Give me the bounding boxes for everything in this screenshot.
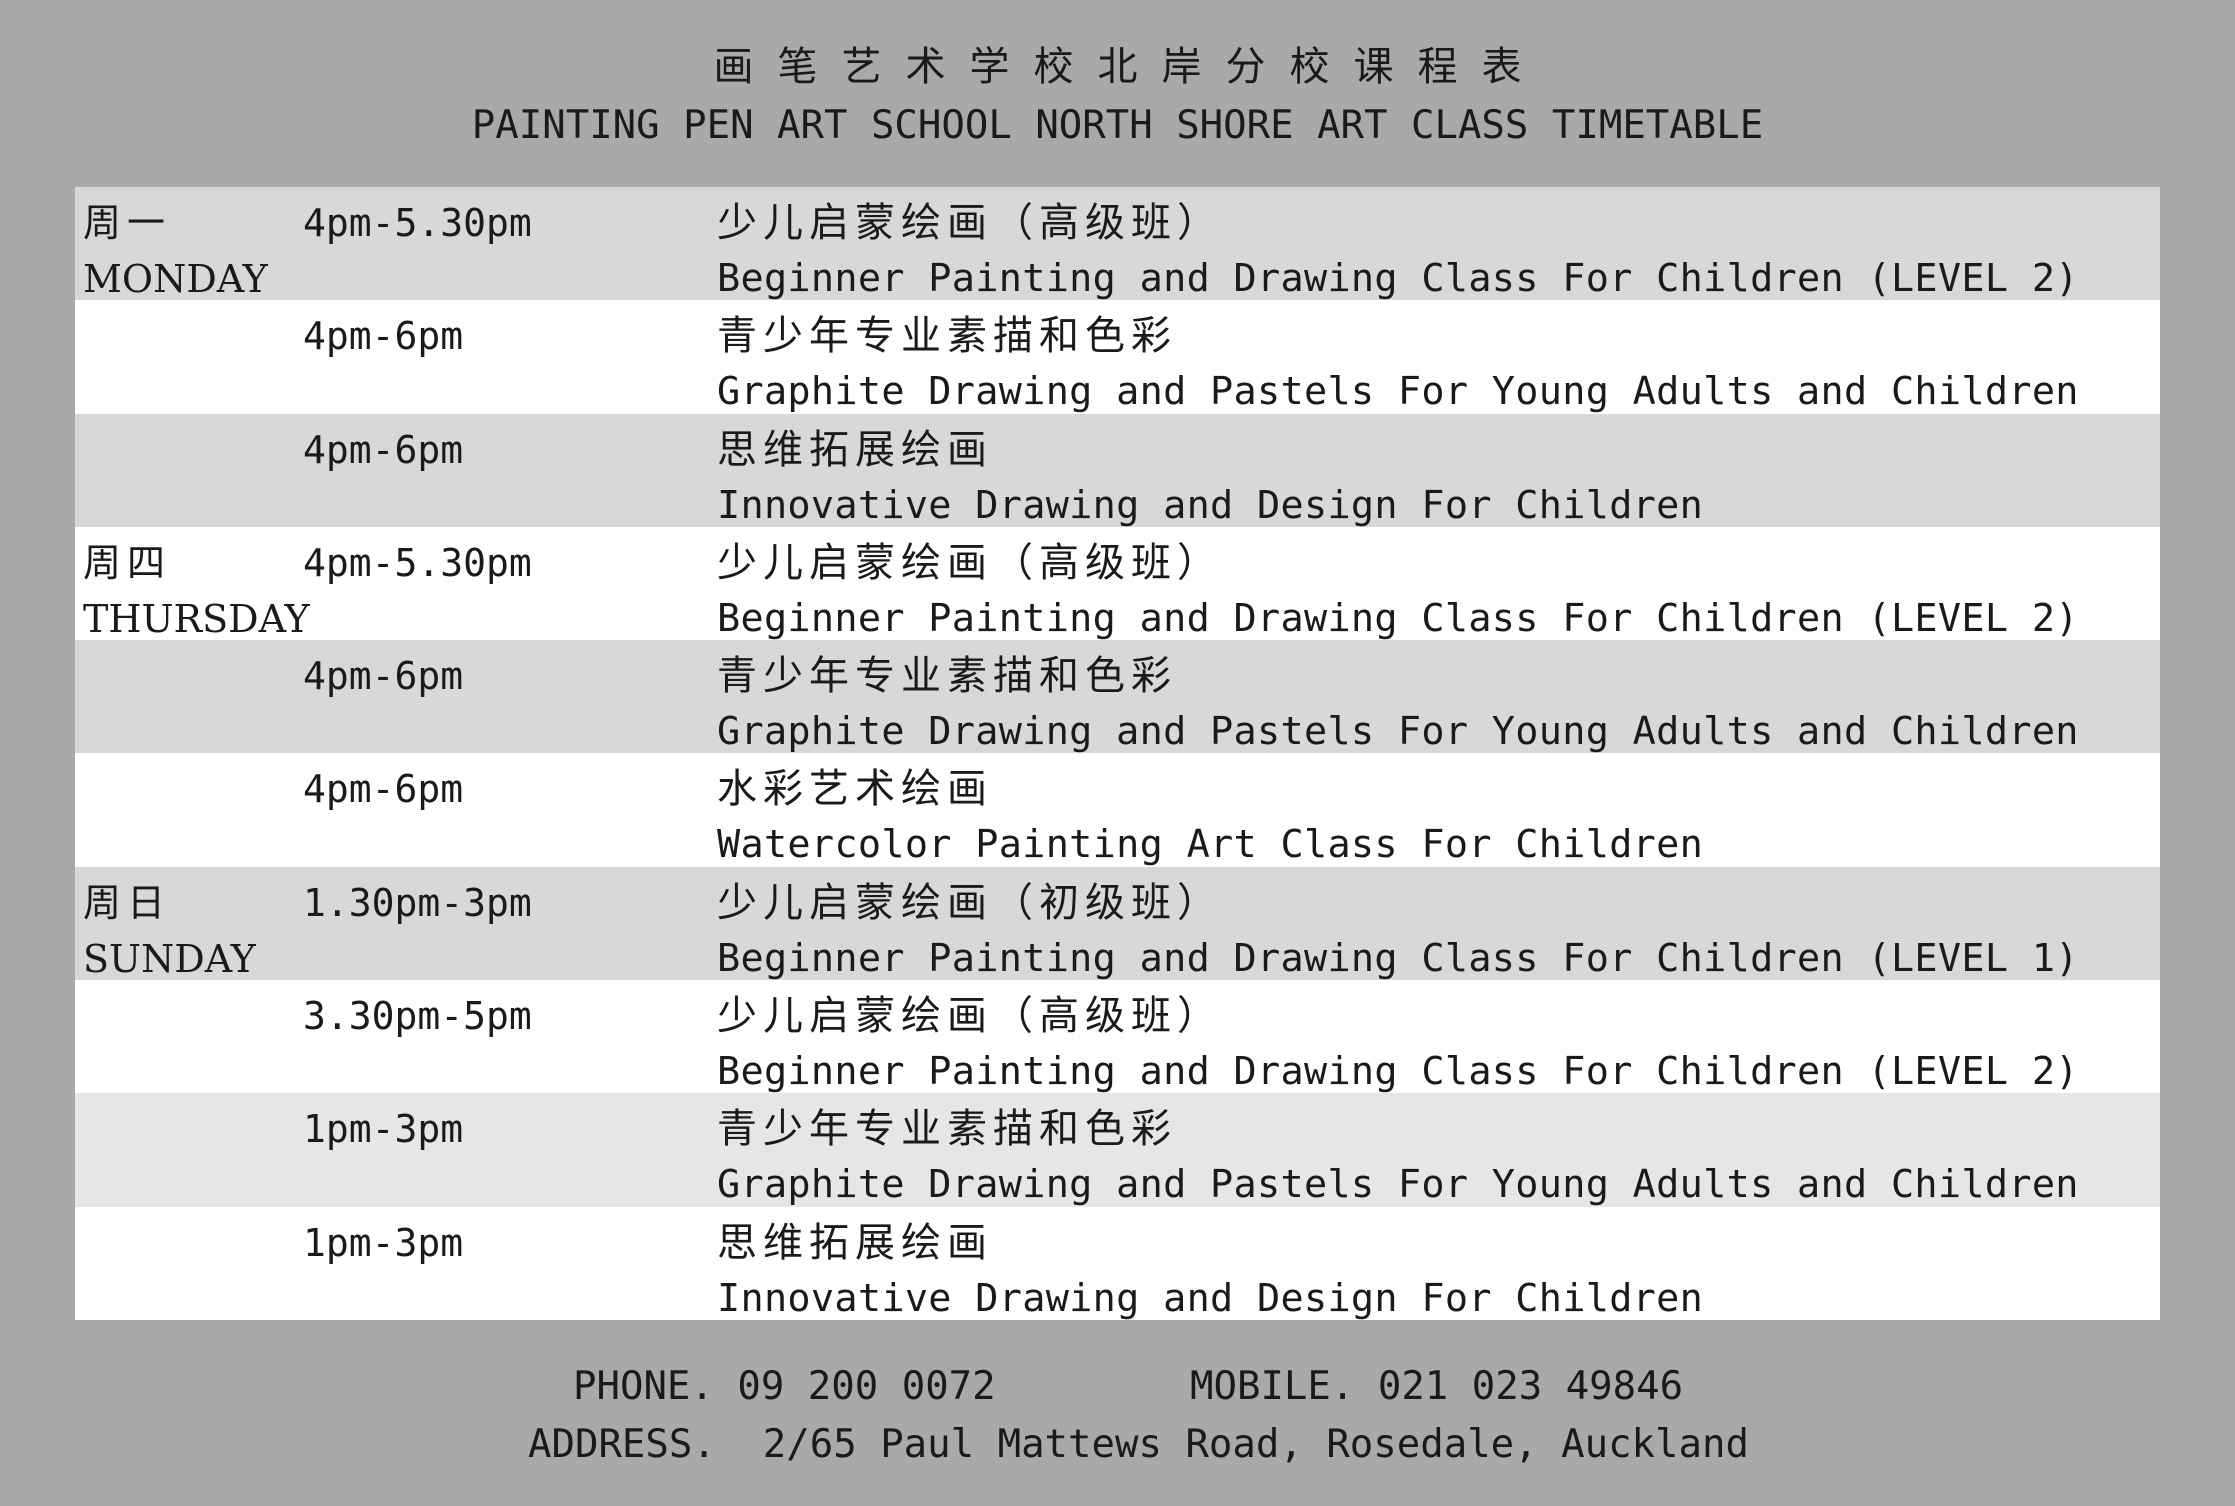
table-row: 4pm-6pm 思维拓展绘画 Innovative Drawing and De… bbox=[75, 413, 2160, 528]
course-cell: 少儿启蒙绘画（高级班） Beginner Painting and Drawin… bbox=[717, 988, 2079, 1100]
time-cell: 1.30pm-3pm bbox=[303, 880, 532, 925]
course-cell: 水彩艺术绘画 Watercolor Painting Art Class For… bbox=[717, 761, 1703, 873]
table-row: 周四 THURSDAY 4pm-5.30pm 少儿启蒙绘画（高级班） Begin… bbox=[75, 526, 2160, 641]
time-cell: 4pm-6pm bbox=[303, 654, 464, 699]
table-row: 4pm-6pm 青少年专业素描和色彩 Graphite Drawing and … bbox=[75, 640, 2160, 754]
course-cell: 青少年专业素描和色彩 Graphite Drawing and Pastels … bbox=[717, 648, 2079, 760]
phone-number: PHONE. 09 200 0072 bbox=[573, 1364, 996, 1409]
course-english: Beginner Painting and Drawing Class For … bbox=[717, 935, 2079, 981]
table-row: 4pm-6pm 青少年专业素描和色彩 Graphite Drawing and … bbox=[75, 300, 2160, 414]
course-cell: 青少年专业素描和色彩 Graphite Drawing and Pastels … bbox=[717, 1101, 2079, 1213]
course-chinese: 思维拓展绘画 bbox=[717, 426, 993, 473]
mobile-number: MOBILE. 021 023 49846 bbox=[1190, 1364, 1684, 1409]
day-english: MONDAY bbox=[83, 257, 268, 301]
title-chinese: 画笔艺术学校北岸分校课程表 bbox=[713, 44, 1546, 90]
course-cell: 少儿启蒙绘画（高级班） Beginner Painting and Drawin… bbox=[717, 535, 2079, 647]
course-english: Beginner Painting and Drawing Class For … bbox=[717, 256, 2079, 301]
course-chinese: 少儿启蒙绘画（高级班） bbox=[717, 200, 1223, 246]
timetable-header: 画笔艺术学校北岸分校课程表 PAINTING PEN ART SCHOOL NO… bbox=[0, 38, 2235, 156]
time-cell: 1pm-3pm bbox=[303, 1107, 464, 1152]
address-line: ADDRESS. 2/65 Paul Mattews Road, Rosedal… bbox=[0, 1416, 2235, 1474]
course-chinese: 少儿启蒙绘画（高级班） bbox=[717, 993, 1223, 1040]
contact-footer: PHONE. 09 200 0072 MOBILE. 021 023 49846… bbox=[0, 1358, 2235, 1474]
time-cell: 1pm-3pm bbox=[303, 1220, 464, 1265]
contact-line: PHONE. 09 200 0072 MOBILE. 021 023 49846 bbox=[0, 1358, 2235, 1416]
time-cell: 4pm-5.30pm bbox=[303, 201, 532, 245]
time-cell: 4pm-6pm bbox=[303, 427, 464, 472]
course-chinese: 思维拓展绘画 bbox=[717, 1219, 993, 1266]
table-row: 1pm-3pm 青少年专业素描和色彩 Graphite Drawing and … bbox=[75, 1093, 2160, 1207]
time-cell: 4pm-6pm bbox=[303, 314, 464, 359]
course-chinese: 青少年专业素描和色彩 bbox=[717, 1106, 1177, 1153]
course-english: Beginner Painting and Drawing Class For … bbox=[717, 1049, 2079, 1095]
course-english: Graphite Drawing and Pastels For Young A… bbox=[717, 1162, 2079, 1208]
course-english: Graphite Drawing and Pastels For Young A… bbox=[717, 709, 2079, 755]
address: ADDRESS. 2/65 Paul Mattews Road, Rosedal… bbox=[528, 1422, 1749, 1467]
course-cell: 思维拓展绘画 Innovative Drawing and Design For… bbox=[717, 1215, 1703, 1327]
day-english: SUNDAY bbox=[83, 936, 256, 981]
course-cell: 少儿启蒙绘画（初级班） Beginner Painting and Drawin… bbox=[717, 875, 2079, 987]
course-cell: 少儿启蒙绘画（高级班） Beginner Painting and Drawin… bbox=[717, 195, 2079, 307]
course-chinese: 青少年专业素描和色彩 bbox=[717, 313, 1177, 360]
course-chinese: 水彩艺术绘画 bbox=[717, 766, 993, 813]
time-cell: 4pm-6pm bbox=[303, 767, 464, 812]
day-chinese: 周日 bbox=[83, 880, 172, 925]
course-chinese: 少儿启蒙绘画（高级班） bbox=[717, 539, 1223, 586]
title-english: PAINTING PEN ART SCHOOL NORTH SHORE ART … bbox=[471, 103, 1764, 148]
time-cell: 4pm-5.30pm bbox=[303, 540, 532, 585]
course-chinese: 少儿启蒙绘画（初级班） bbox=[717, 879, 1223, 926]
day-english: THURSDAY bbox=[83, 596, 310, 641]
course-english: Beginner Painting and Drawing Class For … bbox=[717, 595, 2079, 641]
course-chinese: 青少年专业素描和色彩 bbox=[717, 653, 1177, 700]
table-row: 1pm-3pm 思维拓展绘画 Innovative Drawing and De… bbox=[75, 1206, 2160, 1321]
day-chinese: 周四 bbox=[83, 540, 172, 585]
course-cell: 青少年专业素描和色彩 Graphite Drawing and Pastels … bbox=[717, 308, 2079, 420]
day-chinese: 周一 bbox=[83, 201, 172, 245]
timetable: 周一 MONDAY 4pm-5.30pm 少儿启蒙绘画（高级班） Beginne… bbox=[75, 187, 2160, 1321]
table-row: 周日 SUNDAY 1.30pm-3pm 少儿启蒙绘画（初级班） Beginne… bbox=[75, 866, 2160, 981]
day-cell: 周一 MONDAY bbox=[83, 195, 268, 307]
time-cell: 3.30pm-5pm bbox=[303, 994, 532, 1039]
course-english: Watercolor Painting Art Class For Childr… bbox=[717, 822, 1704, 868]
table-row: 4pm-6pm 水彩艺术绘画 Watercolor Painting Art C… bbox=[75, 753, 2160, 867]
course-english: Graphite Drawing and Pastels For Young A… bbox=[717, 369, 2079, 415]
course-cell: 思维拓展绘画 Innovative Drawing and Design For… bbox=[717, 422, 1703, 534]
table-row: 周一 MONDAY 4pm-5.30pm 少儿启蒙绘画（高级班） Beginne… bbox=[75, 187, 2160, 301]
day-cell: 周日 SUNDAY bbox=[83, 875, 256, 987]
day-cell: 周四 THURSDAY bbox=[83, 535, 310, 647]
course-english: Innovative Drawing and Design For Childr… bbox=[717, 1275, 1704, 1321]
course-english: Innovative Drawing and Design For Childr… bbox=[717, 482, 1704, 528]
table-row: 3.30pm-5pm 少儿启蒙绘画（高级班） Beginner Painting… bbox=[75, 980, 2160, 1094]
